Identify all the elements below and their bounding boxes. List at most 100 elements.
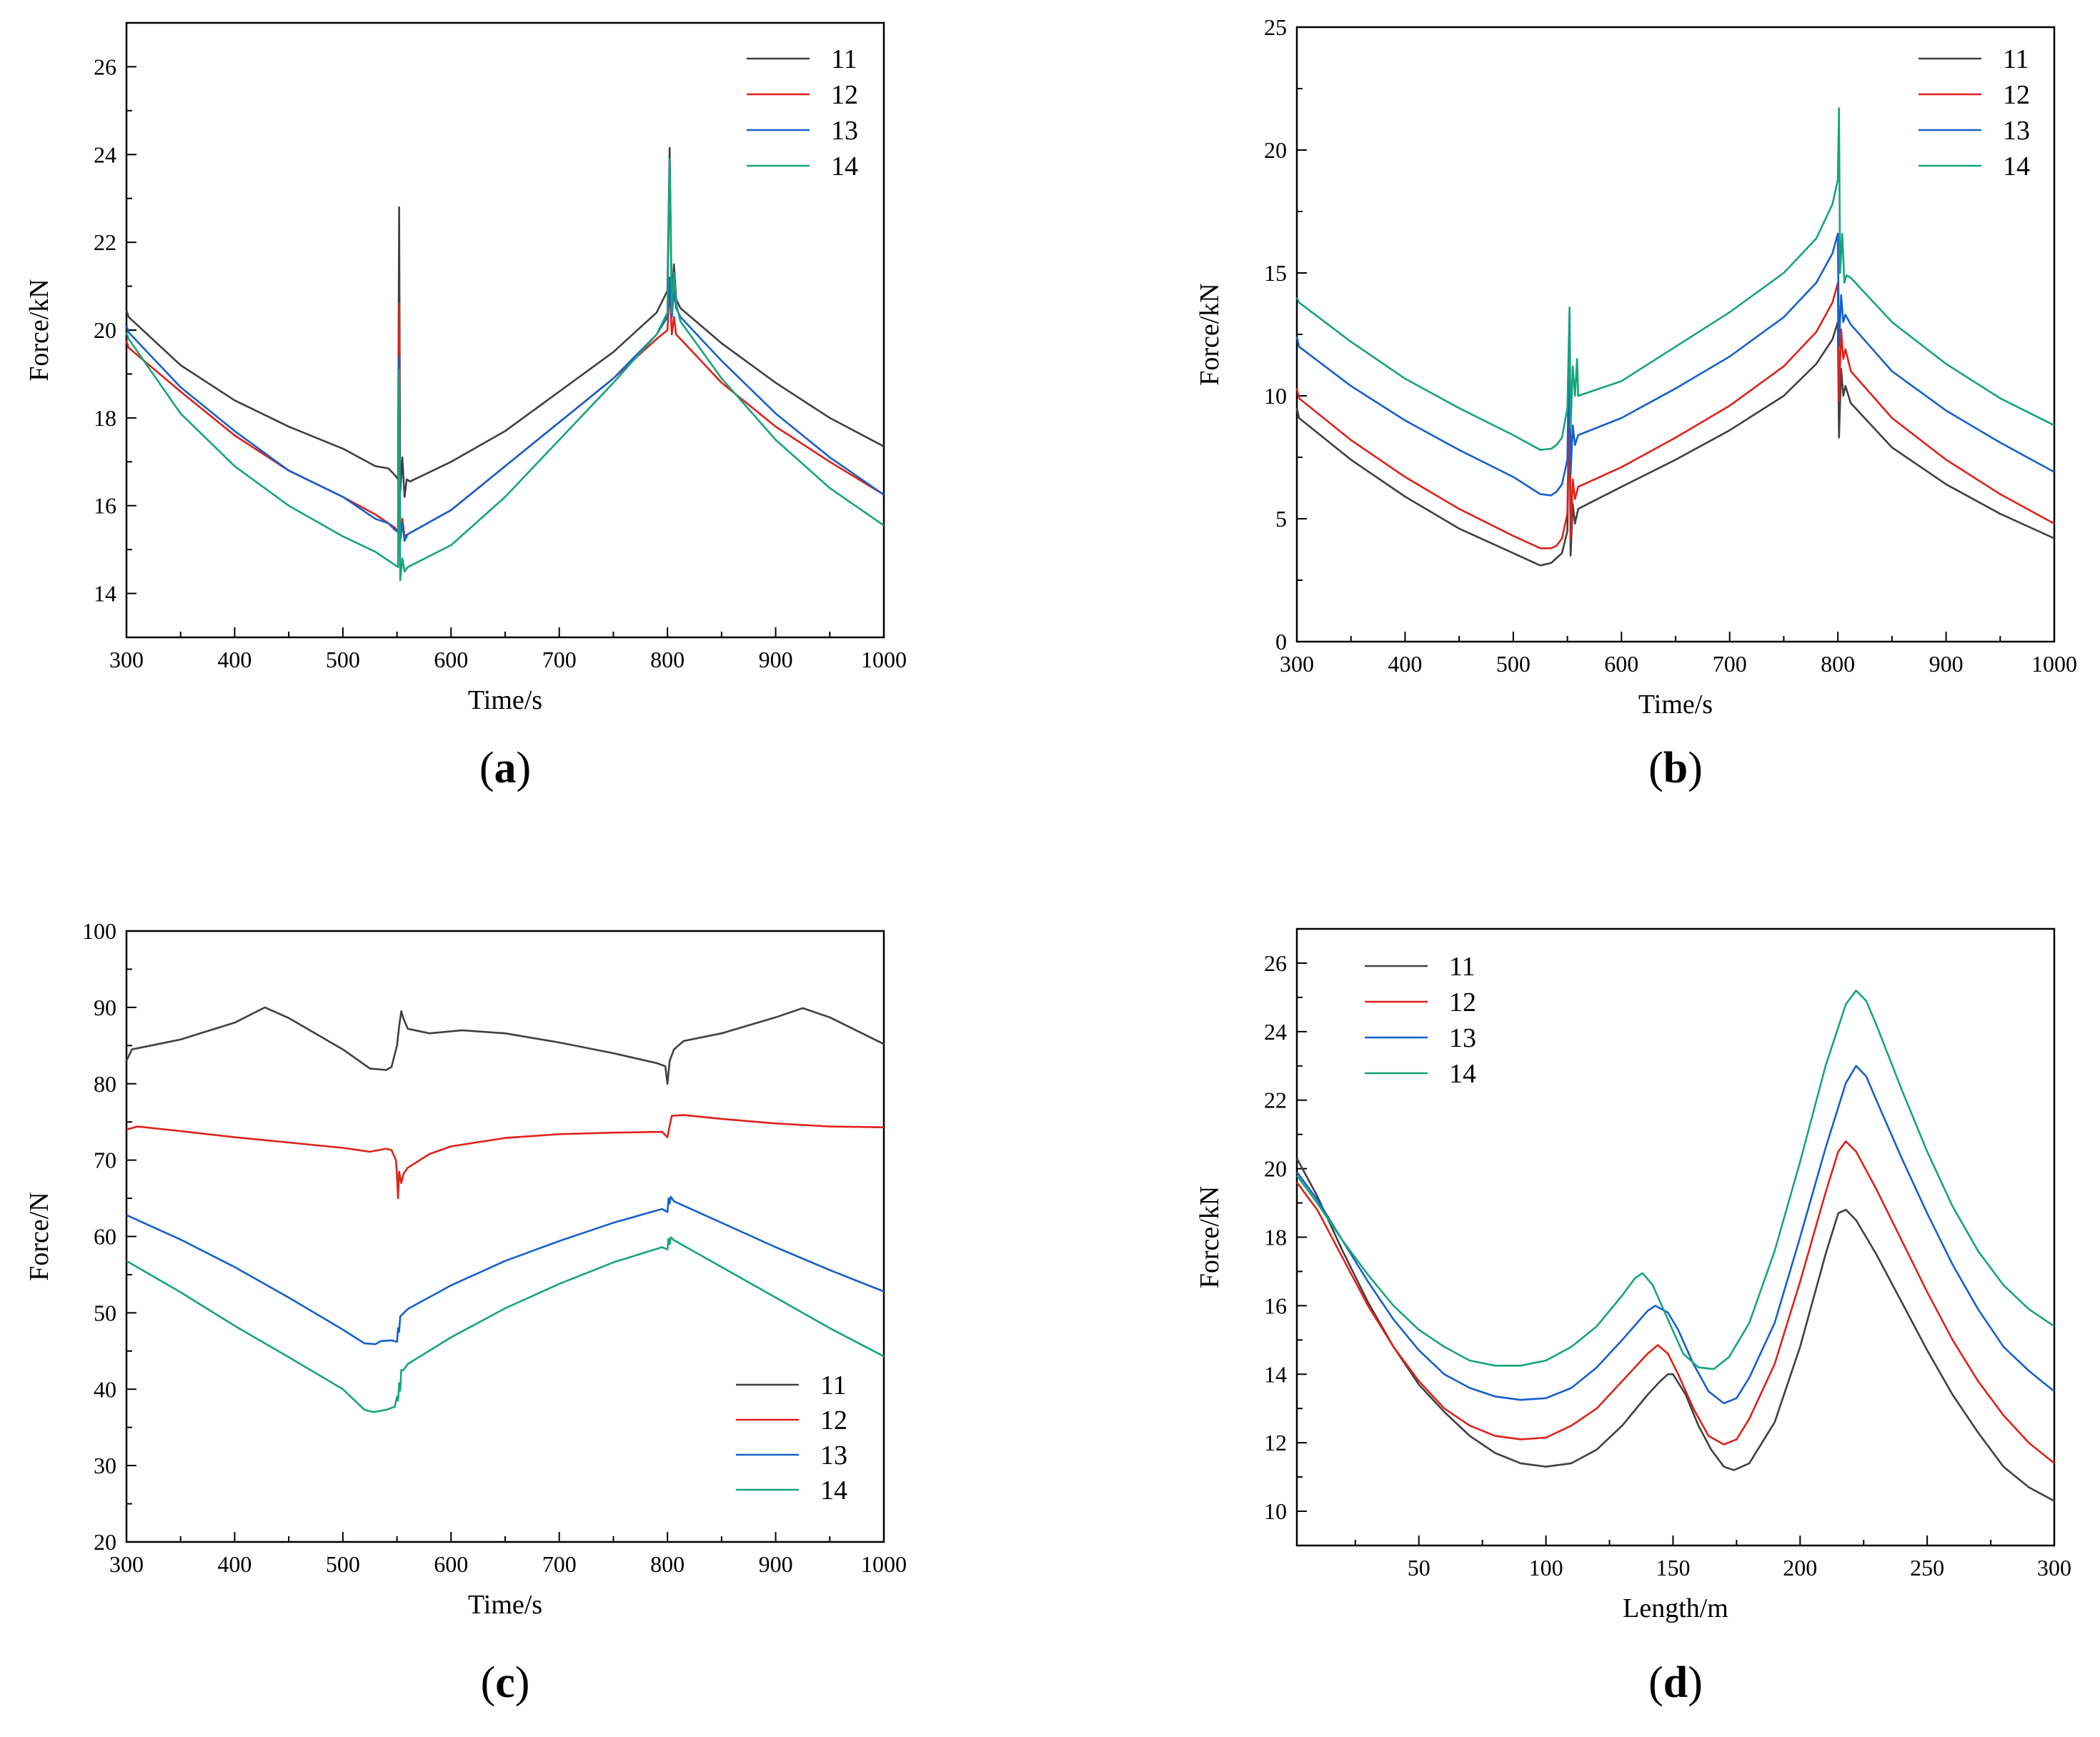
x-tick-label-c: 300 [109,1551,144,1577]
x-tick-label-d: 250 [1910,1555,1944,1581]
legend-label-b-13: 13 [2003,116,2030,146]
series-line-b-12 [1295,282,2055,549]
x-tick-label-c: 700 [542,1551,577,1577]
y-tick-label-c: 70 [94,1148,116,1173]
y-tick-label-d: 24 [1264,1019,1287,1045]
x-axis-label-b: Time/s [1638,690,1713,720]
y-tick-label-d: 18 [1264,1225,1287,1250]
series-line-d-14 [1295,990,2055,1370]
series-line-c-14 [126,1236,885,1413]
y-tick-label-d: 14 [1264,1361,1287,1387]
panel-d-chart: 50 100 150 200 250 300 10 12 14 16 18 20 22 24 26 Lengt… [1195,927,2071,1707]
series-line-c-11 [125,1006,885,1085]
x-tick-label-a: 800 [650,647,685,672]
x-tick-label-b: 700 [1713,651,1747,677]
x-tick-label-d: 100 [1529,1555,1563,1581]
x-tick-label-c: 1000 [861,1551,907,1577]
y-axis-label-a: Force/kN [24,279,54,382]
y-tick-label-b: 10 [1264,383,1287,409]
legend-label-c-12: 12 [820,1405,847,1435]
panel-label-a: (a) [479,744,531,792]
x-tick-label-c: 400 [217,1551,252,1577]
legend-label-c-14: 14 [820,1475,847,1505]
plot-frame-c [125,930,885,1543]
x-tick-label-c: 900 [759,1551,793,1577]
x-tick-label-b: 1000 [2031,651,2077,677]
x-axis-label-c: Time/s [468,1590,542,1620]
x-tick-label-d: 200 [1783,1555,1817,1581]
y-tick-label-c: 20 [94,1529,116,1555]
y-tick-label-d: 20 [1264,1156,1287,1182]
legend-label-c-13: 13 [820,1440,847,1470]
x-tick-label-b: 400 [1388,651,1422,677]
y-tick-label-b: 25 [1264,14,1287,40]
legend-label-a-11: 11 [831,44,857,74]
x-tick-label-c: 800 [650,1551,685,1577]
x-tick-label-b: 300 [1280,651,1314,677]
y-tick-label-c: 100 [82,918,116,944]
y-tick-label-d: 16 [1264,1293,1287,1318]
y-tick-label-b: 20 [1264,137,1287,163]
legend-label-d-14: 14 [1449,1059,1476,1089]
y-tick-label-c: 50 [94,1300,116,1325]
y-tick-label-a: 22 [94,229,116,255]
series-line-d-12 [1295,1140,2055,1464]
x-tick-label-c: 600 [434,1551,468,1577]
x-tick-label-a: 600 [434,647,468,672]
y-tick-label-c: 60 [94,1224,116,1250]
legend-label-b-12: 12 [2003,80,2030,110]
legend-label-b-11: 11 [2003,44,2029,74]
y-tick-label-d: 22 [1264,1088,1287,1113]
x-tick-label-b: 600 [1604,651,1638,677]
y-tick-label-b: 5 [1275,506,1287,532]
x-axis-label-d: Length/m [1623,1593,1728,1623]
y-tick-label-d: 10 [1264,1498,1287,1524]
x-tick-label-a: 1000 [861,647,907,672]
panel-label-d: (d) [1648,1658,1703,1707]
y-tick-label-d: 12 [1264,1430,1287,1455]
legend-label-d-12: 12 [1449,987,1476,1017]
series-line-d-13 [1295,1065,2055,1405]
y-tick-label-a: 26 [94,54,116,79]
x-tick-label-b: 900 [1929,651,1964,677]
series-line-b-11 [1295,321,2055,567]
legend-label-a-12: 12 [831,80,858,110]
panel-label-c: (c) [481,1658,530,1707]
y-tick-label-c: 90 [94,995,116,1020]
x-tick-label-a: 700 [542,647,577,672]
series-line-a-11 [125,146,885,498]
y-tick-label-a: 14 [94,581,116,607]
series-line-c-12 [126,1114,885,1200]
panel-a-chart: 300 400 500 600 700 800 900 1000 14 16 18 20 22 24 26 T… [24,21,907,792]
series-line-a-13 [125,277,885,542]
series-line-c-13 [126,1195,885,1345]
y-axis-label-b: Force/kN [1195,283,1225,386]
y-axis-label-d: Force/kN [1195,1186,1225,1289]
series-line-b-13 [1295,232,2055,497]
x-tick-label-a: 500 [326,647,360,672]
series-line-a-14 [125,158,885,582]
y-tick-label-a: 24 [94,141,116,167]
x-tick-label-a: 400 [217,647,252,672]
y-axis-label-c: Force/N [24,1192,54,1281]
y-tick-label-b: 15 [1264,260,1287,286]
legend-label-d-11: 11 [1449,952,1476,982]
series-line-d-11 [1295,1158,2055,1502]
x-tick-label-d: 50 [1408,1555,1430,1581]
series-line-a-12 [125,285,885,542]
x-tick-label-d: 300 [2037,1555,2071,1581]
series-line-b-14 [1295,107,2055,451]
y-tick-label-b: 0 [1275,629,1287,655]
x-tick-label-d: 150 [1656,1555,1690,1581]
plot-frame-a [125,21,885,639]
y-tick-label-c: 30 [94,1453,116,1478]
y-tick-label-d: 26 [1264,950,1287,976]
legend-label-b-14: 14 [2003,151,2030,181]
x-axis-label-a: Time/s [468,685,542,715]
plot-frame-b [1295,26,2056,643]
legend-label-a-13: 13 [831,116,858,146]
x-tick-label-b: 800 [1821,651,1855,677]
x-tick-label-a: 900 [759,647,793,672]
plot-frame-d [1295,927,2056,1547]
